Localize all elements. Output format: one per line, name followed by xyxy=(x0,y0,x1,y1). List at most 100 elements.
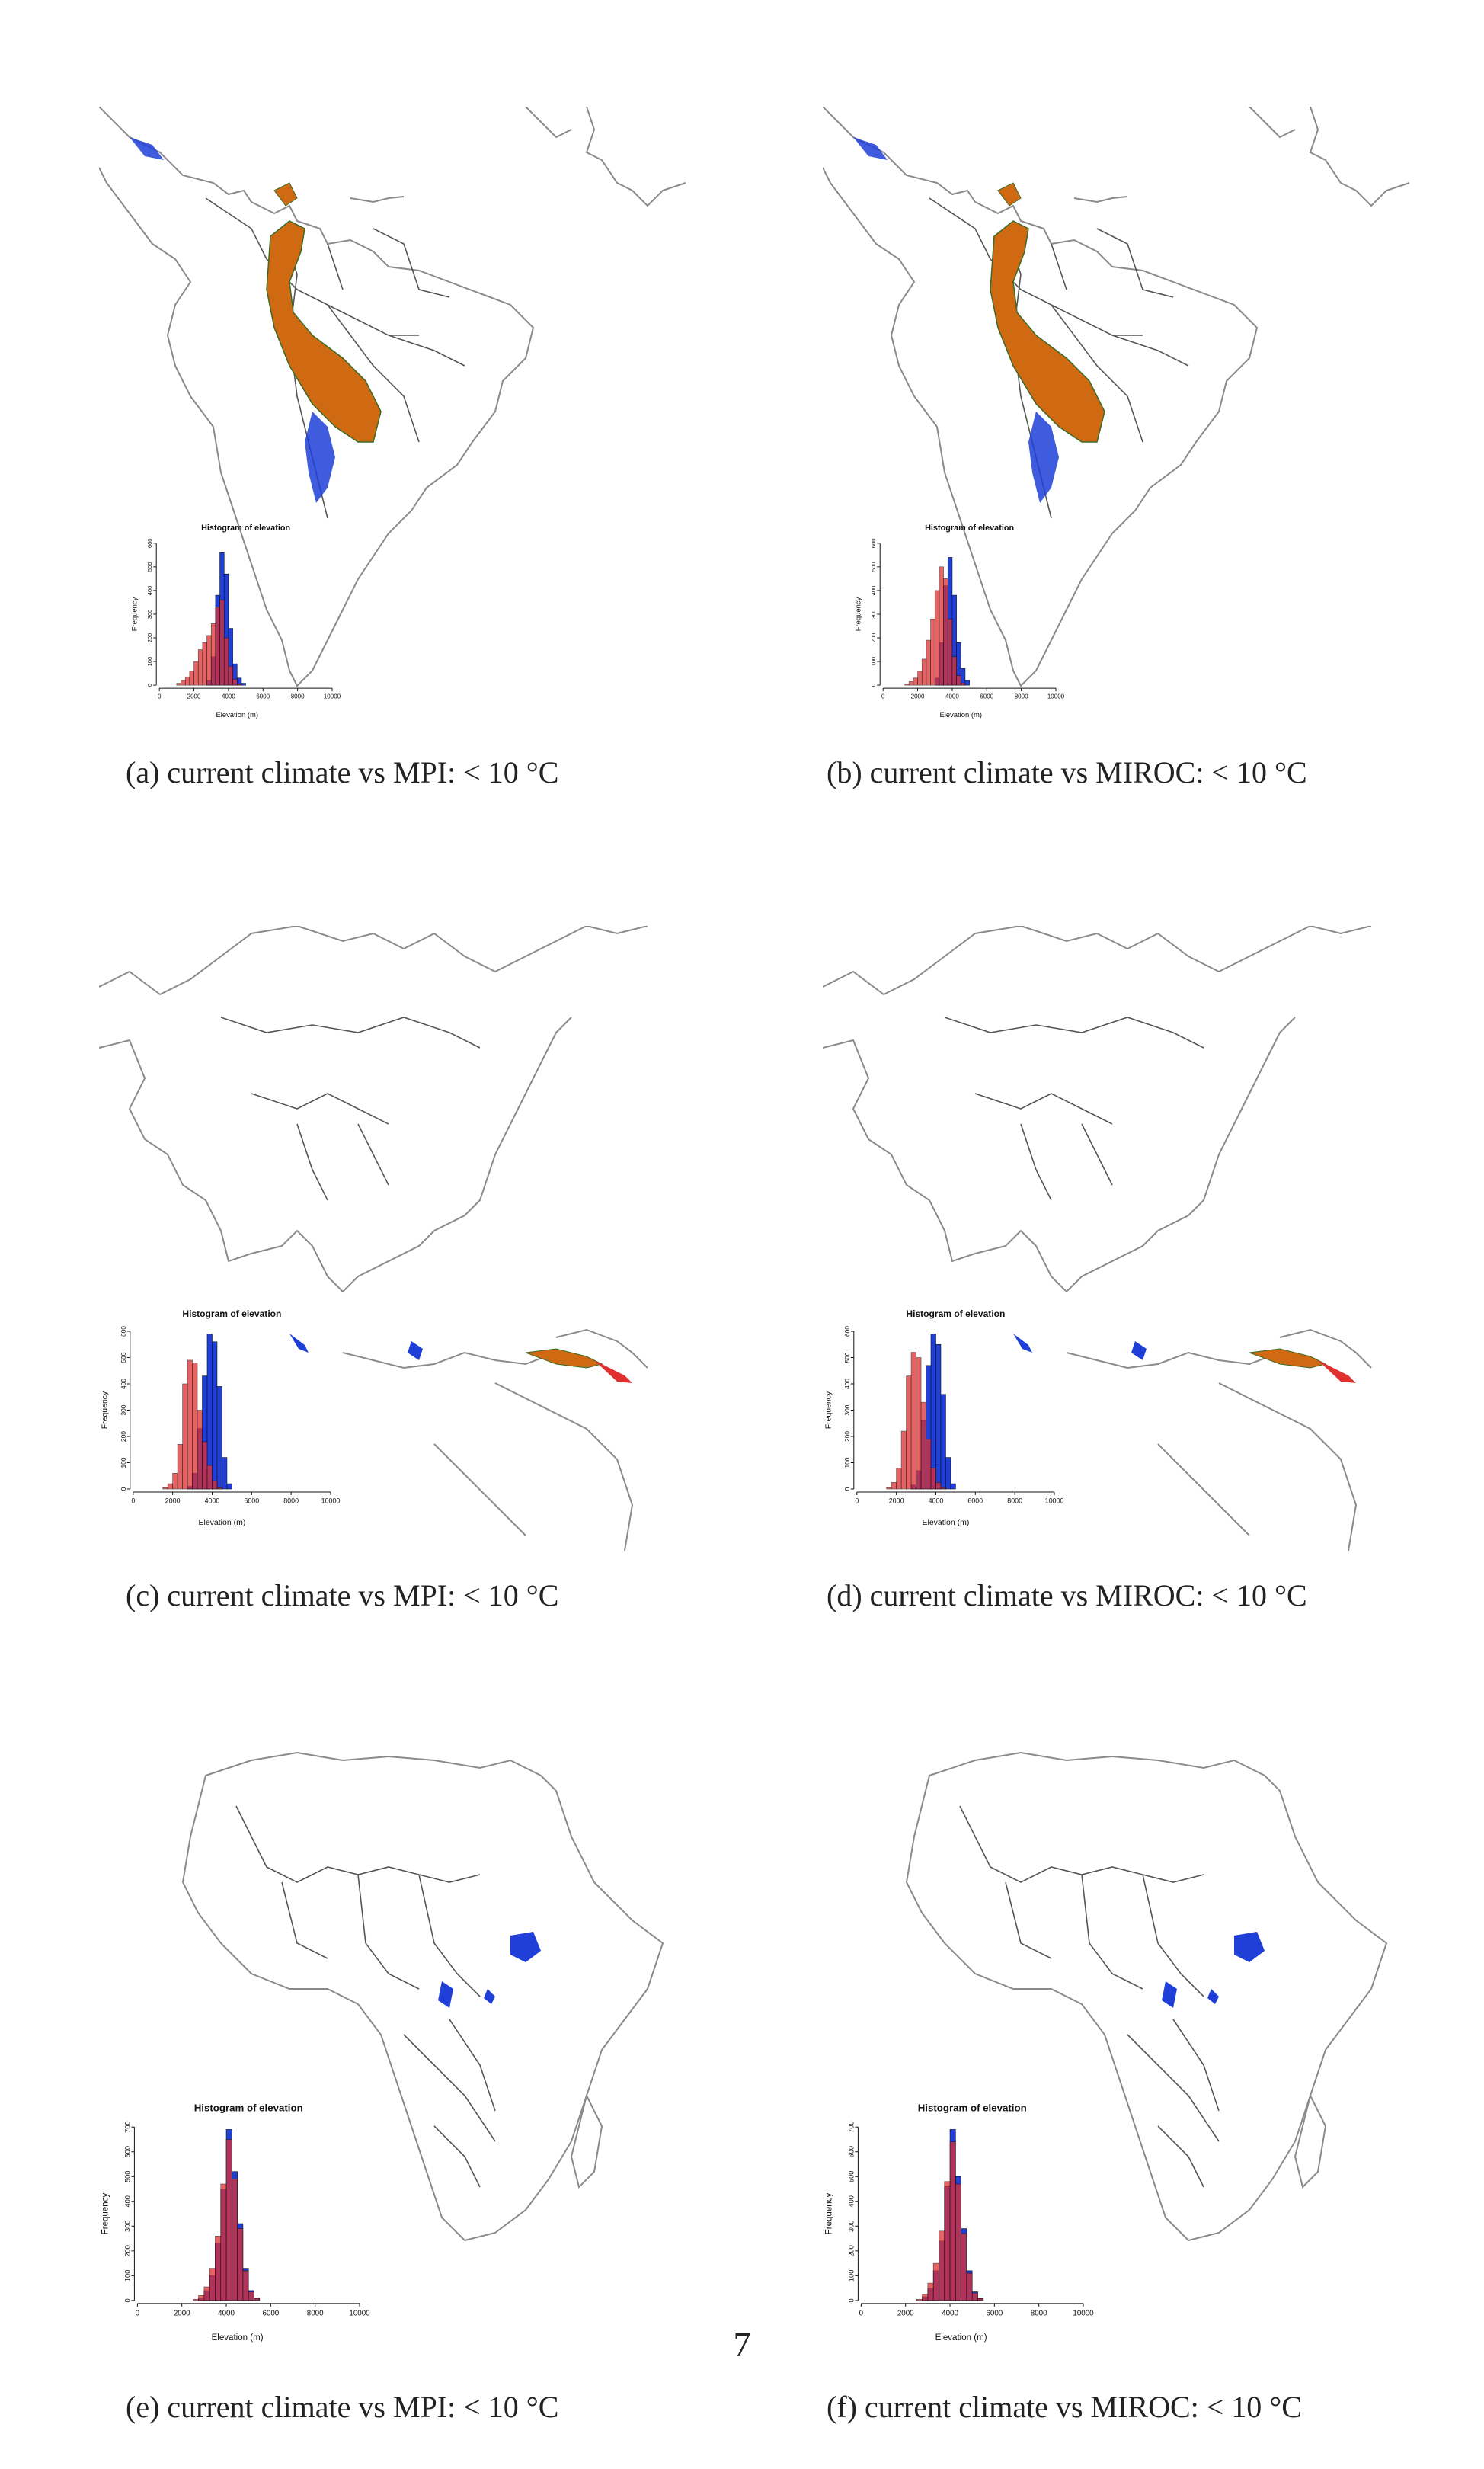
y-tick-label: 500 xyxy=(123,2171,131,2182)
current-bar xyxy=(254,2298,261,2301)
current-bar xyxy=(904,684,910,686)
range-borneo xyxy=(408,1341,423,1360)
y-tick-label: 200 xyxy=(843,1431,851,1442)
y-tick-label: 100 xyxy=(843,1457,851,1468)
current-bar xyxy=(187,1359,193,1490)
histogram-title: Histogram of elevation xyxy=(918,2102,1027,2113)
archipelago xyxy=(342,1328,648,1369)
map-asia-pacific xyxy=(823,926,1372,1552)
x-tick-label: 8000 xyxy=(291,693,305,700)
x-tick-label: 6000 xyxy=(980,693,993,700)
x-tick-label: 0 xyxy=(136,2309,140,2317)
map-south-america xyxy=(99,107,686,687)
range-rwenzori xyxy=(438,1981,453,2008)
x-axis-label: Elevation (m) xyxy=(939,711,982,719)
current-bar xyxy=(236,684,242,686)
continent-outline xyxy=(905,1751,1388,2242)
y-tick-label: 300 xyxy=(123,2221,131,2232)
x-tick-label: 2000 xyxy=(165,1497,181,1505)
current-bar xyxy=(896,1468,902,1490)
future-bar xyxy=(935,1343,942,1490)
current-bar xyxy=(177,1444,183,1490)
y-tick-label: 700 xyxy=(847,2121,855,2132)
x-tick-label: 6000 xyxy=(256,693,270,700)
x-tick-label: 8000 xyxy=(283,1497,299,1505)
y-tick-label: 600 xyxy=(870,539,877,549)
histogram-title: Histogram of elevation xyxy=(194,2102,303,2113)
caption-e: (e) current climate vs MPI: < 10 °C xyxy=(126,2390,559,2424)
current-bar xyxy=(197,1410,203,1490)
current-bar xyxy=(934,590,940,686)
panel-d: Histogram of elevation 0 2000 4000 6000 8000 1… xyxy=(823,926,1417,1558)
current-bar xyxy=(910,1352,916,1490)
current-bar xyxy=(939,566,944,686)
future-bar xyxy=(216,1386,222,1490)
current-bar xyxy=(223,637,229,686)
current-bar xyxy=(927,2282,934,2301)
range-borneo xyxy=(1131,1341,1147,1360)
x-tick-label: 2000 xyxy=(897,2309,914,2317)
current-bar xyxy=(232,2179,238,2301)
histogram-title: Histogram of elevation xyxy=(925,524,1014,533)
country-borders xyxy=(944,1017,1204,1201)
x-tick-label: 6000 xyxy=(986,2309,1003,2317)
current-bar xyxy=(162,1487,168,1490)
range-sumatra xyxy=(289,1334,309,1353)
y-tick-label: 500 xyxy=(870,562,877,572)
caribbean-islands xyxy=(350,196,405,203)
coastlines xyxy=(99,926,648,1552)
archipelago xyxy=(1066,1328,1372,1369)
range-kenya xyxy=(484,1989,495,2004)
histogram-title: Histogram of elevation xyxy=(906,1308,1005,1319)
current-bar xyxy=(215,607,220,686)
y-tick-label: 600 xyxy=(120,1326,127,1337)
current-bar xyxy=(202,1441,208,1490)
range-rwenzori xyxy=(1162,1981,1177,2008)
coastlines xyxy=(99,107,686,687)
map-africa xyxy=(181,1751,664,2242)
panel-b: Histogram of elevation 0 2000 4000 6000 8000 1… xyxy=(823,107,1417,732)
future-bar xyxy=(222,1457,228,1490)
range-ethiopia xyxy=(510,1932,541,1962)
current-bar xyxy=(225,2139,232,2301)
range-north xyxy=(997,182,1022,207)
y-tick-label: 100 xyxy=(146,657,153,667)
panel-c: Histogram of elevation 0 2000 4000 6000 8000 1… xyxy=(99,926,693,1558)
current-bar xyxy=(206,635,212,686)
current-bar xyxy=(181,680,186,686)
coastlines xyxy=(823,926,1372,1552)
current-bar xyxy=(193,2298,199,2301)
x-tick-label: 8000 xyxy=(1031,2309,1047,2317)
current-bar xyxy=(202,642,207,686)
y-tick-label: 400 xyxy=(146,586,153,596)
x-tick-label: 6000 xyxy=(967,1497,983,1505)
y-tick-label: 600 xyxy=(146,539,153,549)
madagascar xyxy=(570,2093,603,2189)
y-tick-label: 300 xyxy=(847,2221,855,2232)
y-tick-label: 600 xyxy=(123,2146,131,2157)
country-borders xyxy=(220,1017,481,1201)
current-bar xyxy=(900,1430,907,1490)
current-bar xyxy=(228,665,233,686)
madagascar xyxy=(1294,2093,1327,2189)
current-bar xyxy=(167,1483,173,1490)
range-andes xyxy=(266,220,382,443)
x-tick-label: 8000 xyxy=(1015,693,1028,700)
caption-c: (c) current climate vs MPI: < 10 °C xyxy=(126,1578,559,1612)
x-tick-label: 0 xyxy=(859,2309,864,2317)
x-tick-label: 10000 xyxy=(1045,1497,1064,1505)
y-tick-label: 400 xyxy=(870,586,877,596)
australia-coast xyxy=(1157,1382,1358,1552)
y-tick-label: 0 xyxy=(123,2298,131,2302)
y-tick-label: 0 xyxy=(120,1487,127,1491)
x-tick-label: 4000 xyxy=(945,693,959,700)
north-coastline xyxy=(525,107,686,207)
current-bar xyxy=(172,1473,178,1490)
current-bar xyxy=(916,1357,922,1490)
x-tick-label: 4000 xyxy=(942,2309,958,2317)
x-tick-label: 4000 xyxy=(218,2309,235,2317)
